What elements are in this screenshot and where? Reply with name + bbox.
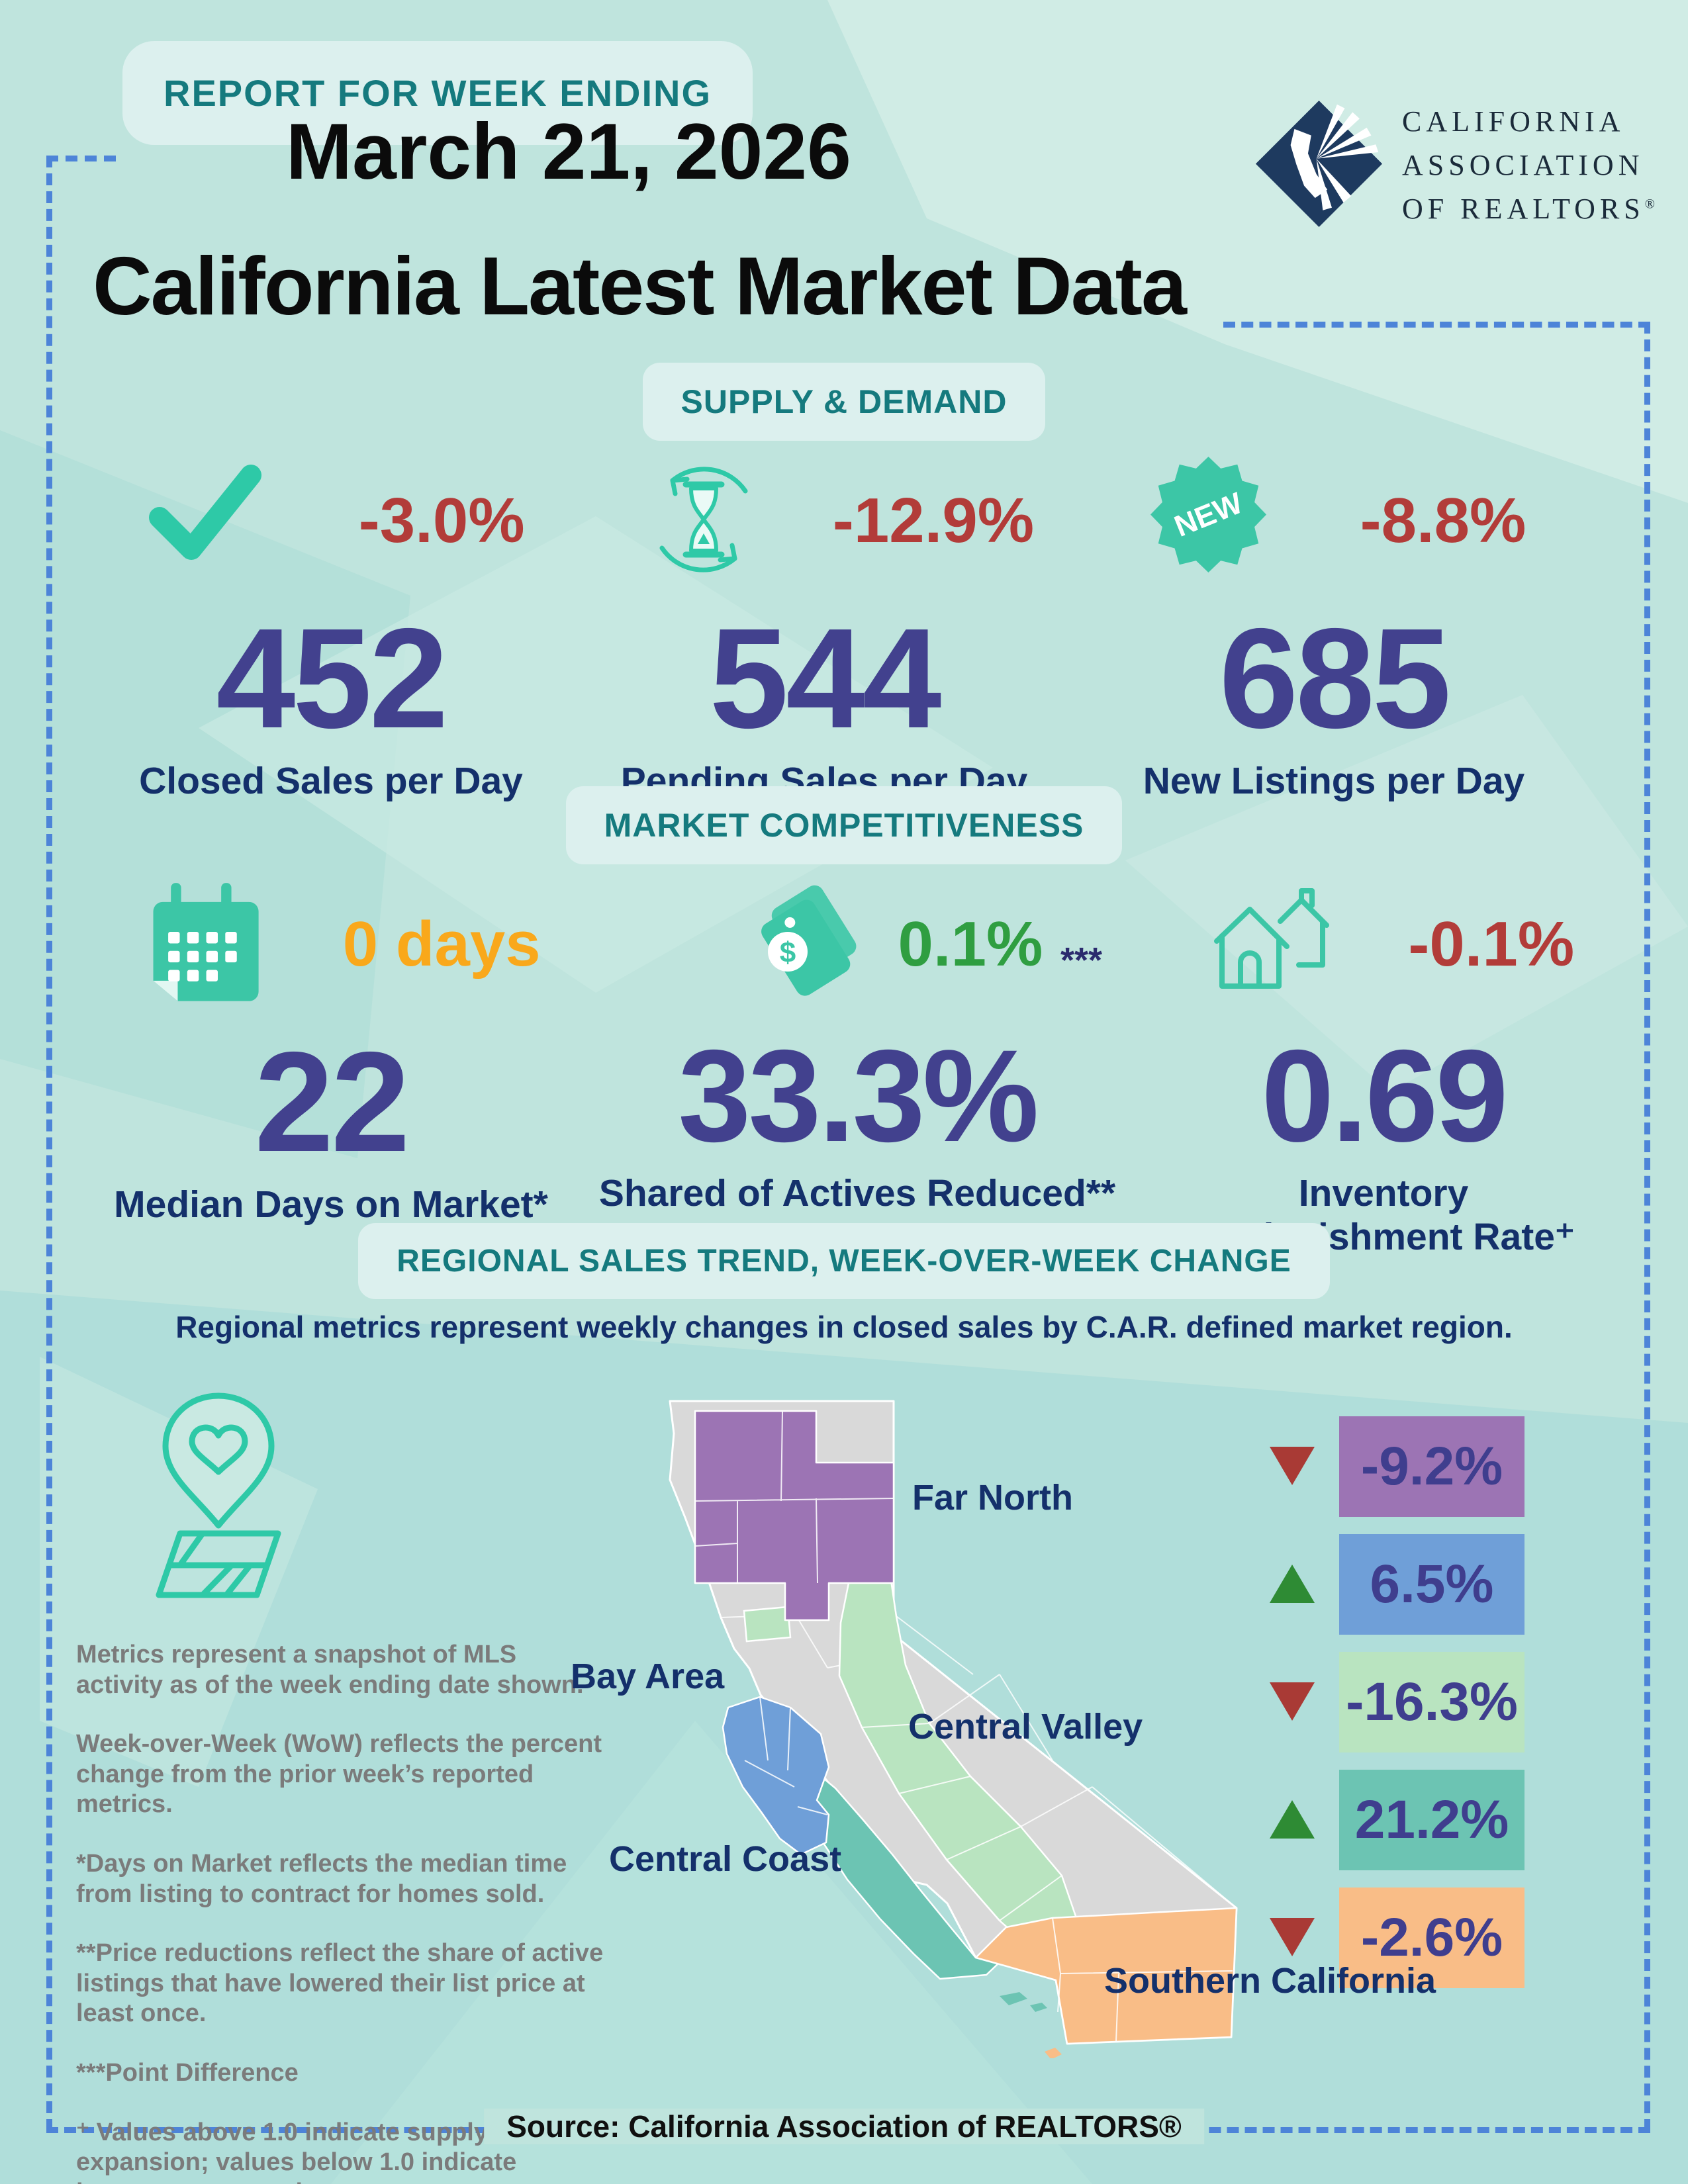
car-logo-text: CALIFORNIA ASSOCIATION OF REALTORS® bbox=[1402, 100, 1655, 231]
trend-row-central-coast: 21.2% bbox=[1258, 1770, 1655, 1870]
frame-left-dashed-line bbox=[46, 156, 52, 2131]
pending-sales-value: 544 bbox=[709, 598, 942, 758]
down-arrow-icon bbox=[1270, 1447, 1315, 1485]
bay-area-change-badge: 6.5% bbox=[1339, 1534, 1524, 1635]
inventory-replenishment-change: -0.1% bbox=[1408, 909, 1575, 979]
metric-actives-reduced: $ 0.1% *** 33.3% Shared of Actives Reduc… bbox=[583, 880, 1132, 1216]
source-credit: Source: California Association of REALTO… bbox=[484, 2109, 1204, 2144]
report-date: March 21, 2026 bbox=[286, 107, 851, 196]
page-title: California Latest Market Data bbox=[93, 241, 1187, 332]
houses-icon bbox=[1202, 880, 1341, 1006]
closed-sales-change: -3.0% bbox=[358, 485, 525, 556]
trend-row-bay-area: 6.5% bbox=[1258, 1534, 1655, 1635]
market-competitiveness-badge: MARKET COMPETITIVENESS bbox=[565, 786, 1123, 864]
days-on-market-value: 22 bbox=[254, 1022, 410, 1181]
price-tags-icon: $ bbox=[736, 880, 868, 1003]
pending-sales-change: -12.9% bbox=[832, 485, 1035, 556]
footnote-5: ***Point Difference bbox=[76, 2058, 299, 2087]
regional-trend-badge: REGIONAL SALES TREND, WEEK-OVER-WEEK CHA… bbox=[358, 1223, 1330, 1299]
section-regional-trend: REGIONAL SALES TREND, WEEK-OVER-WEEK CHA… bbox=[0, 1223, 1688, 1299]
actives-reduced-label: Shared of Actives Reduced** bbox=[598, 1171, 1116, 1214]
frame-topleft-dashed-line bbox=[46, 156, 116, 161]
map-label-central-coast: Central Coast bbox=[609, 1839, 842, 1879]
trend-row-southern-california: -2.6% bbox=[1258, 1888, 1655, 1988]
new-listings-label: New Listings per Day bbox=[1143, 760, 1525, 803]
logo-line3: OF REALTORS® bbox=[1402, 193, 1655, 225]
regional-subtitle: Regional metrics represent weekly change… bbox=[175, 1310, 1513, 1344]
footnote-4: **Price reductions reflect the share of … bbox=[76, 1939, 604, 2028]
new-listings-value: 685 bbox=[1219, 598, 1452, 758]
svg-text:$: $ bbox=[780, 936, 796, 969]
map-island-channel bbox=[1000, 1992, 1027, 2005]
logo-line2: ASSOCIATION bbox=[1402, 149, 1644, 181]
closed-sales-label: Closed Sales per Day bbox=[139, 760, 523, 803]
actives-reduced-change: 0.1% *** bbox=[898, 909, 1103, 980]
footnote-3: *Days on Market reflects the median time… bbox=[76, 1849, 567, 1908]
section-market-competitiveness: MARKET COMPETITIVENESS bbox=[0, 786, 1688, 864]
metric-new-listings: NEW -8.8% 685 New Listings per Day bbox=[1086, 457, 1582, 803]
footnote-1: Metrics represent a snapshot of MLS acti… bbox=[76, 1641, 584, 1699]
car-logo: CALIFORNIA ASSOCIATION OF REALTORS® bbox=[1254, 99, 1655, 232]
section-supply-demand: SUPPLY & DEMAND bbox=[0, 363, 1688, 441]
map-label-far-north: Far North bbox=[912, 1478, 1073, 1518]
metric-closed-sales: -3.0% 452 Closed Sales per Day bbox=[79, 457, 583, 803]
footnote-6: ⁺ Values above 1.0 indicate supply expan… bbox=[76, 2118, 517, 2184]
down-arrow-icon bbox=[1270, 1918, 1315, 1956]
map-label-southern-california: Southern California bbox=[1104, 1961, 1436, 2001]
hourglass-cycle-icon bbox=[641, 457, 767, 586]
metric-inventory-replenishment: -0.1% 0.69 Inventory Replenishment Rate⁺ bbox=[1139, 880, 1628, 1259]
frame-right-dashed-line bbox=[1644, 322, 1650, 2131]
down-arrow-icon bbox=[1270, 1682, 1315, 1721]
central-coast-change-badge: 21.2% bbox=[1339, 1770, 1524, 1870]
footnote-2: Week-over-Week (WoW) reflects the percen… bbox=[76, 1730, 602, 1819]
closed-sales-value: 452 bbox=[216, 598, 449, 758]
trend-row-far-north: -9.2% bbox=[1258, 1416, 1655, 1517]
far-north-change-badge: -9.2% bbox=[1339, 1416, 1524, 1517]
supply-demand-badge: SUPPLY & DEMAND bbox=[642, 363, 1046, 441]
metric-pending-sales: -12.9% 544 Pending Sales per Day bbox=[576, 457, 1072, 803]
map-pin-heart-icon bbox=[139, 1367, 298, 1628]
frame-topright-dashed-line bbox=[1223, 322, 1650, 328]
up-arrow-icon bbox=[1270, 1800, 1315, 1839]
report-week-badge: REPORT FOR WEEK ENDING bbox=[122, 41, 753, 145]
new-listings-change: -8.8% bbox=[1360, 485, 1526, 556]
point-difference-note: *** bbox=[1060, 940, 1103, 980]
car-diamond-logo-icon bbox=[1254, 99, 1383, 232]
central-valley-change-badge: -16.3% bbox=[1339, 1652, 1524, 1752]
california-regions-map bbox=[669, 1400, 1238, 2058]
calendar-icon bbox=[145, 880, 264, 1013]
logo-line1: CALIFORNIA bbox=[1402, 105, 1625, 138]
map-region-bay-area bbox=[722, 1696, 830, 1856]
southern-california-change-badge: -2.6% bbox=[1339, 1888, 1524, 1988]
trend-row-central-valley: -16.3% bbox=[1258, 1652, 1655, 1752]
map-region-far-north bbox=[694, 1410, 895, 1621]
days-on-market-label: Median Days on Market* bbox=[114, 1183, 548, 1226]
actives-reduced-value: 33.3% bbox=[678, 1023, 1039, 1169]
map-label-bay-area: Bay Area bbox=[571, 1657, 725, 1696]
days-on-market-change: 0 days bbox=[342, 909, 541, 979]
checkmark-icon bbox=[145, 457, 267, 572]
map-region-southern-california bbox=[974, 1907, 1238, 2045]
new-badge-icon: NEW bbox=[1150, 457, 1266, 576]
metric-days-on-market: 0 days 22 Median Days on Market* bbox=[79, 880, 583, 1227]
footnotes: Metrics represent a snapshot of MLS acti… bbox=[76, 1640, 606, 2184]
map-island-catalina bbox=[1045, 2048, 1062, 2058]
map-island-channel-small bbox=[1030, 2003, 1047, 2012]
map-region-central-valley-north-patch bbox=[743, 1606, 792, 1643]
map-label-central-valley: Central Valley bbox=[908, 1707, 1143, 1747]
inventory-replenishment-value: 0.69 bbox=[1261, 1023, 1508, 1169]
up-arrow-icon bbox=[1270, 1565, 1315, 1603]
